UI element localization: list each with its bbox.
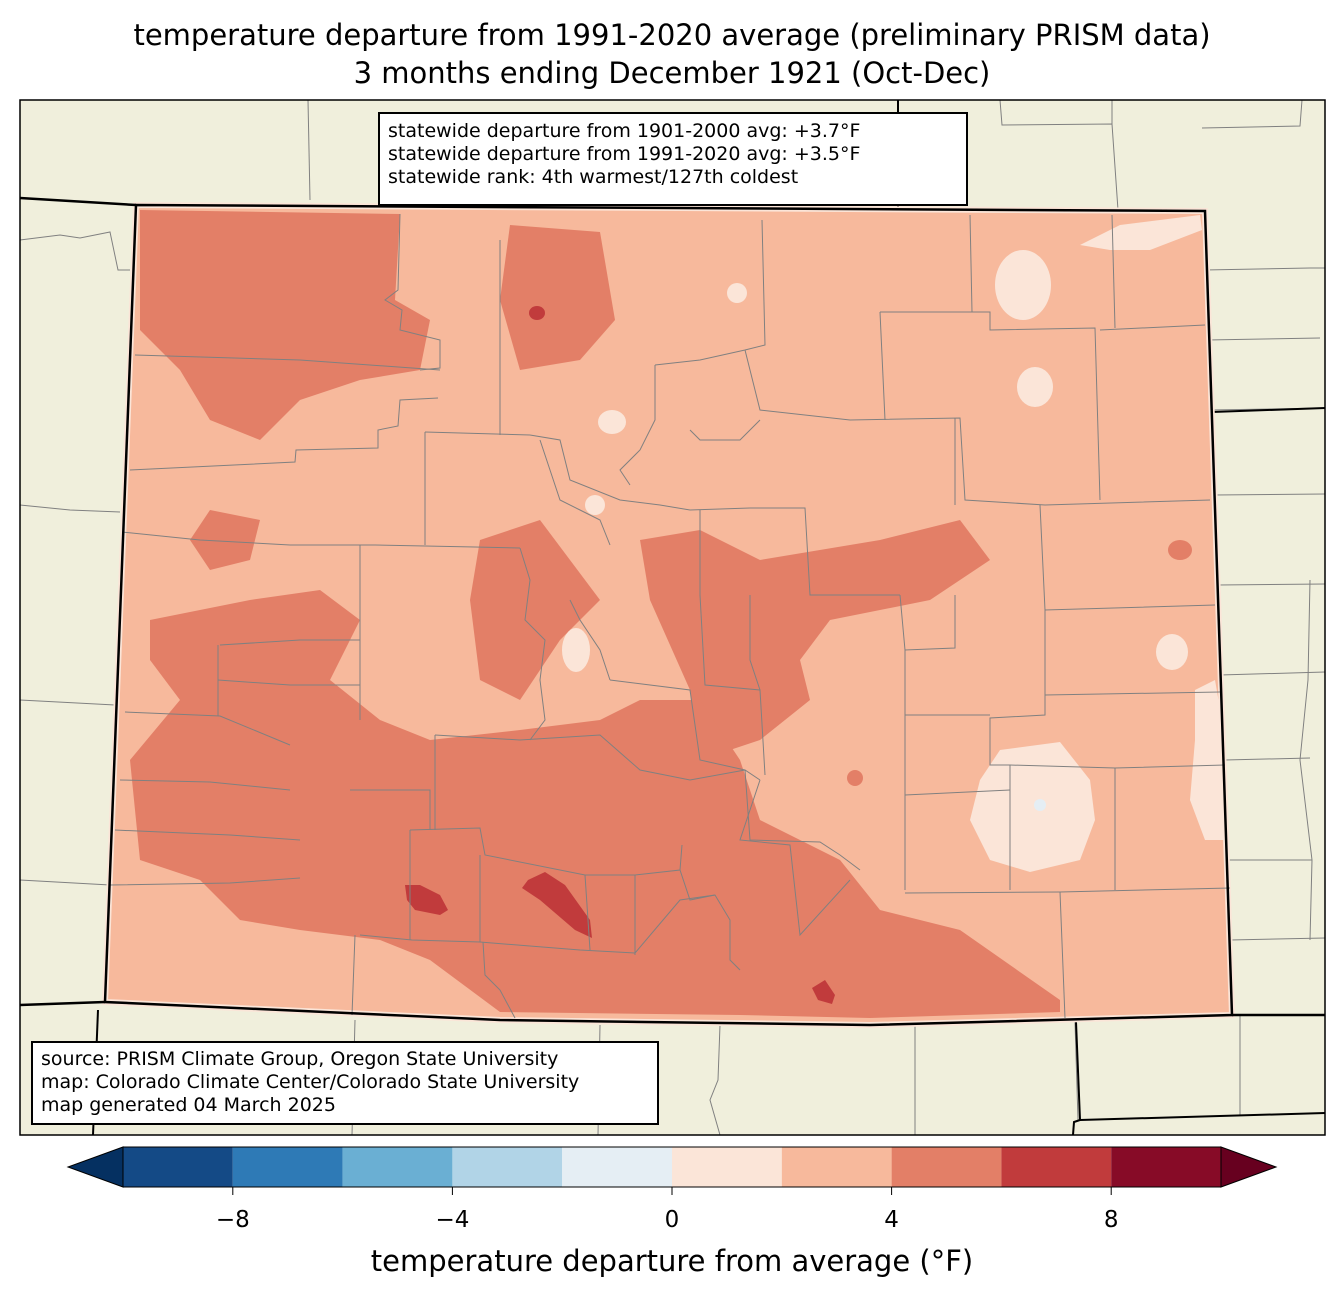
source-credit-box: source: PRISM Climate Group, Oregon Stat… — [31, 1041, 659, 1125]
source-line-3: map generated 04 March 2025 — [41, 1094, 336, 1116]
source-line-2: map: Colorado Climate Center/Colorado St… — [41, 1071, 580, 1093]
cool-spot — [1034, 799, 1046, 811]
map-title-line2: 3 months ending December 1921 (Oct-Dec) — [353, 56, 991, 90]
colorbar-tick-label: −4 — [435, 1207, 470, 1233]
colorbar-bin — [452, 1147, 563, 1187]
map-frame — [19, 99, 1326, 1136]
warm-anomaly-4to6-regions — [130, 210, 1192, 1018]
colorbar-bin — [342, 1147, 453, 1187]
warm-anomaly-6to8-regions — [405, 306, 835, 1004]
colorbar-extend-low — [66, 1146, 124, 1188]
colorbar-bin — [562, 1147, 672, 1187]
colorbar-tick-label: 4 — [884, 1207, 899, 1233]
colorbar-bin — [672, 1147, 782, 1187]
warm-anomaly-0to2-regions — [562, 215, 1225, 872]
colorbar-bin — [891, 1147, 1002, 1187]
stats-line-1: statewide departure from 1901-2000 avg: … — [388, 120, 861, 142]
colorbar-label: temperature departure from average (°F) — [370, 1244, 974, 1278]
colorbar-extend-high — [1220, 1146, 1278, 1188]
map-title-line1: temperature departure from 1991-2020 ave… — [133, 18, 1211, 52]
statewide-stats-box: statewide departure from 1901-2000 avg: … — [378, 112, 968, 206]
colorbar-tick-label: −8 — [215, 1207, 250, 1233]
colorbar-bin — [1111, 1147, 1221, 1187]
colorbar-tick-label: 8 — [1103, 1207, 1119, 1233]
source-line-1: source: PRISM Climate Group, Oregon Stat… — [41, 1048, 559, 1070]
colorbar — [66, 1146, 1278, 1195]
colorbar-tick-label: 0 — [664, 1207, 680, 1233]
stats-line-3: statewide rank: 4th warmest/127th coldes… — [388, 166, 799, 188]
colorbar-bin — [1001, 1147, 1112, 1187]
colorbar-bin — [232, 1147, 343, 1187]
colorado-county-lines — [109, 213, 1231, 1019]
colorbar-bin — [781, 1147, 892, 1187]
four-corner-borders — [19, 196, 1325, 1017]
stats-line-2: statewide departure from 1991-2020 avg: … — [388, 143, 861, 165]
colorbar-bin — [123, 1147, 233, 1187]
